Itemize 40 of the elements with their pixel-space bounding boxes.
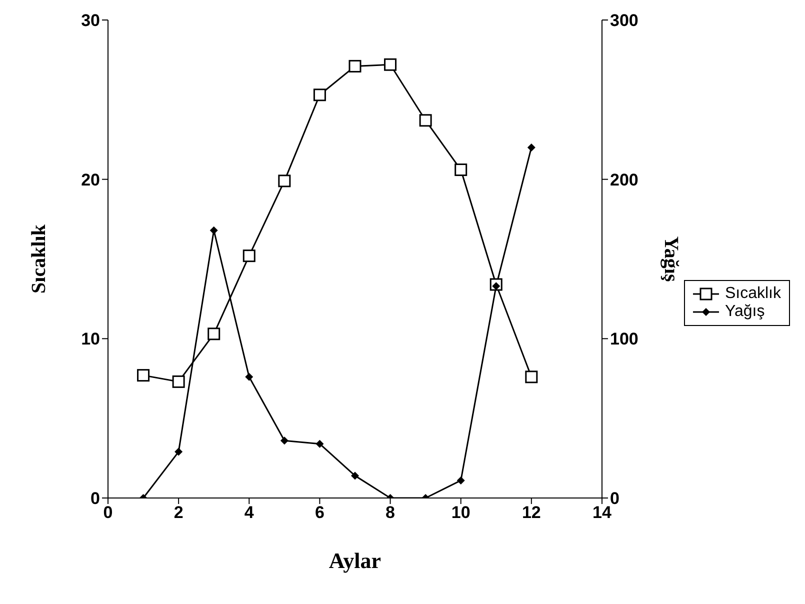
point bbox=[419, 114, 432, 127]
point bbox=[242, 250, 256, 262]
x-axis-title: Aylar bbox=[328, 548, 382, 573]
point bbox=[527, 143, 536, 152]
point bbox=[172, 375, 185, 388]
point bbox=[384, 58, 397, 71]
y2-tick-label: 300 bbox=[610, 11, 638, 30]
point bbox=[313, 88, 326, 102]
point bbox=[210, 226, 218, 234]
x-tick-label: 14 bbox=[592, 503, 612, 522]
point bbox=[350, 472, 359, 480]
y-axis-title: Sıcaklık bbox=[28, 224, 50, 294]
legend-label: Yağış bbox=[724, 303, 765, 321]
legend-label: Sıcaklık bbox=[724, 285, 781, 303]
point bbox=[456, 476, 465, 484]
point bbox=[348, 60, 362, 72]
y-tick-label: 30 bbox=[81, 11, 100, 30]
y2-tick-label: 0 bbox=[610, 489, 620, 508]
point bbox=[316, 440, 324, 448]
x-tick-label: 6 bbox=[314, 503, 324, 522]
point bbox=[525, 370, 538, 384]
x-tick-label: 0 bbox=[103, 503, 113, 522]
point bbox=[208, 328, 220, 340]
x-tick-label: 4 bbox=[244, 503, 254, 522]
point bbox=[454, 164, 468, 176]
x-tick-label: 2 bbox=[174, 503, 184, 522]
x-tick-label: 12 bbox=[522, 503, 541, 522]
point bbox=[280, 436, 288, 445]
y2-tick-label: 100 bbox=[610, 330, 638, 349]
point bbox=[174, 448, 183, 456]
y-tick-label: 20 bbox=[81, 170, 100, 190]
y-tick-label: 0 bbox=[90, 489, 100, 508]
y2-axis-title: Yağış bbox=[660, 236, 682, 282]
x-tick-label: 8 bbox=[386, 503, 396, 522]
point bbox=[245, 372, 254, 381]
point bbox=[278, 174, 291, 188]
y-tick-label: 10 bbox=[81, 330, 100, 349]
y2-tick-label: 200 bbox=[610, 170, 638, 190]
x-tick-label: 10 bbox=[451, 503, 470, 522]
point bbox=[137, 369, 150, 382]
